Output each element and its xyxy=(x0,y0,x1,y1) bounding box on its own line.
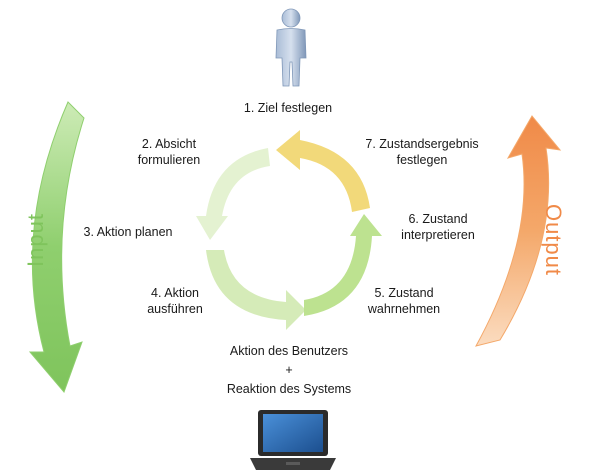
step-1-label: 1. Ziel festlegen xyxy=(243,101,333,115)
step-5-label: 5. Zustand wahrnehmen xyxy=(367,286,441,316)
output-label: Output xyxy=(541,203,566,277)
step-6-label: 6. Zustand interpretieren xyxy=(401,212,475,242)
bottom-caption: Aktion des Benutzers + Reaktion des Syst… xyxy=(226,344,352,396)
laptop-icon xyxy=(250,410,336,470)
person-icon xyxy=(275,8,307,87)
step-7-label: 7. Zustandsergebnis festlegen xyxy=(365,137,479,167)
output-arrow xyxy=(475,115,562,347)
step-2-label: 2. Absicht formulieren xyxy=(137,137,201,167)
step-4-label: 4. Aktion ausführen xyxy=(147,286,203,316)
input-arrow xyxy=(28,101,85,393)
cycle-ring xyxy=(196,130,382,330)
input-label: Input xyxy=(23,213,48,267)
cycle-arrow-lower-right xyxy=(304,214,382,316)
step-3-label: 3. Aktion planen xyxy=(83,225,173,239)
cycle-arrow-upper-left xyxy=(196,148,270,240)
cycle-arrow-top xyxy=(276,130,370,212)
cycle-arrow-lower-left xyxy=(206,250,306,330)
